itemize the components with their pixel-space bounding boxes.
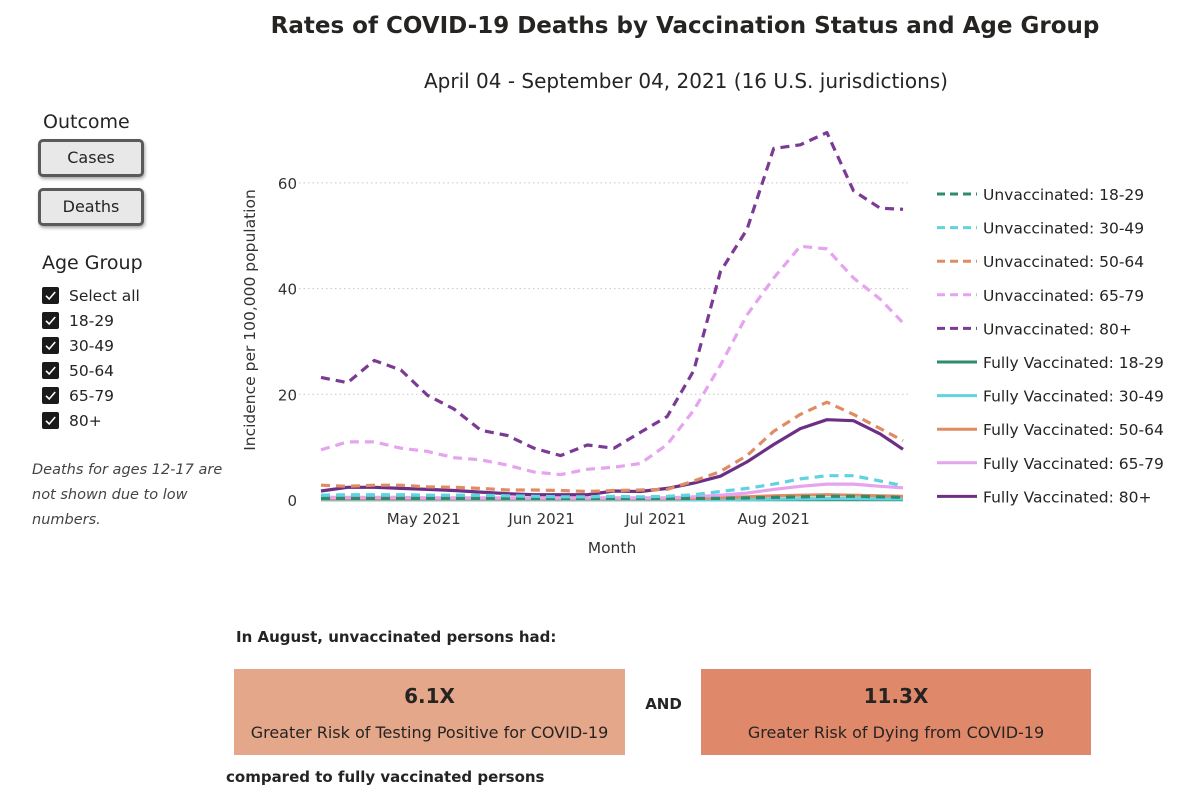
- legend-label: Unvaccinated: 65-79: [983, 287, 1144, 305]
- line-chart: 0 20 40 60 May 2021 Jun 2021 Jul 2021 Aug 2021 M…: [241, 130, 1164, 557]
- outcome-heading: Outcome: [43, 111, 130, 133]
- age-option-label: 18-29: [69, 311, 115, 330]
- legend-label: Unvaccinated: 18-29: [983, 186, 1144, 204]
- age-option-label: 30-49: [69, 336, 115, 355]
- page-title: Rates of COVID-19 Deaths by Vaccination …: [270, 13, 1100, 39]
- y-tick-label: 20: [278, 386, 297, 404]
- cases-button[interactable]: Cases: [38, 139, 144, 177]
- y-axis-title: Incidence per 100,000 population: [241, 189, 259, 451]
- series-line: [321, 494, 904, 500]
- deaths-risk-card: 11.3X Greater Risk of Dying from COVID-1…: [701, 669, 1091, 755]
- legend-label: Fully Vaccinated: 80+: [983, 488, 1152, 506]
- deaths-risk-text: Greater Risk of Dying from COVID-19: [747, 723, 1045, 742]
- age-group-filter: Select all 18-29 30-49 50-64 65-79 80+: [42, 283, 140, 433]
- age-option-30-49[interactable]: 30-49: [42, 333, 140, 358]
- page-subtitle: April 04 - September 04, 2021 (16 U.S. j…: [423, 69, 948, 93]
- age-option-18-29[interactable]: 18-29: [42, 308, 140, 333]
- legend-label: Unvaccinated: 50-64: [983, 253, 1144, 271]
- x-tick-label: May 2021: [387, 510, 461, 528]
- y-tick-label: 40: [278, 281, 297, 299]
- x-tick-label: Jul 2021: [624, 510, 686, 528]
- age-option-label: 65-79: [69, 386, 115, 405]
- checkbox-checked-icon[interactable]: [42, 287, 59, 304]
- age-note: Deaths for ages 12-17 are not shown due …: [32, 462, 223, 528]
- y-tick-label: 60: [278, 175, 297, 193]
- series-line: [320, 244, 905, 477]
- legend-label: Fully Vaccinated: 65-79: [983, 455, 1164, 473]
- cases-risk-card: 6.1X Greater Risk of Testing Positive fo…: [234, 669, 625, 755]
- and-label: AND: [645, 695, 682, 713]
- x-tick-label: Aug 2021: [738, 510, 810, 528]
- age-option-80-[interactable]: 80+: [42, 408, 140, 433]
- cases-risk-value: 6.1X: [404, 684, 455, 708]
- summary-heading: In August, unvaccinated persons had:: [236, 628, 557, 646]
- legend-label: Fully Vaccinated: 50-64: [983, 421, 1164, 439]
- y-tick-label: 0: [287, 492, 297, 510]
- age-group-heading: Age Group: [42, 252, 143, 274]
- legend-label: Fully Vaccinated: 18-29: [983, 354, 1164, 372]
- series-line: [320, 474, 904, 499]
- legend-label: Unvaccinated: 30-49: [983, 220, 1144, 238]
- series-line: [320, 400, 904, 494]
- checkbox-checked-icon[interactable]: [42, 387, 59, 404]
- cases-risk-text: Greater Risk of Testing Positive for COV…: [250, 723, 609, 742]
- legend-label: Fully Vaccinated: 30-49: [983, 388, 1164, 406]
- comparison-note: compared to fully vaccinated persons: [226, 768, 545, 786]
- deaths-button[interactable]: Deaths: [38, 188, 144, 226]
- deaths-risk-value: 11.3X: [863, 684, 929, 708]
- x-axis-title: Month: [588, 539, 637, 557]
- age-option-label: 50-64: [69, 361, 115, 380]
- age-option-50-64[interactable]: 50-64: [42, 358, 140, 383]
- legend-label: Unvaccinated: 80+: [983, 320, 1132, 338]
- checkbox-checked-icon[interactable]: [42, 412, 59, 429]
- age-option-label: 80+: [69, 411, 102, 430]
- age-option-65-79[interactable]: 65-79: [42, 383, 140, 408]
- checkbox-checked-icon[interactable]: [42, 337, 59, 354]
- age-option-label: Select all: [69, 286, 140, 305]
- age-option-select-all[interactable]: Select all: [42, 283, 140, 308]
- checkbox-checked-icon[interactable]: [42, 312, 59, 329]
- x-tick-label: Jun 2021: [507, 510, 574, 528]
- checkbox-checked-icon[interactable]: [42, 362, 59, 379]
- series-line: [320, 130, 904, 458]
